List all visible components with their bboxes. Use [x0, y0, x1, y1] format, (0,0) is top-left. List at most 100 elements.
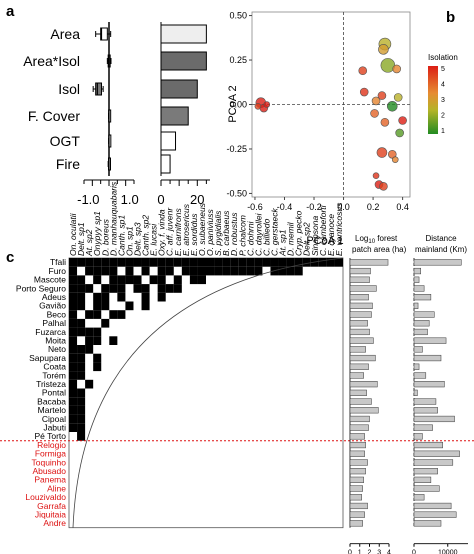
c-forest-bar	[349, 389, 367, 396]
c-forest-bar	[349, 441, 366, 449]
c-forest-bar	[349, 520, 363, 527]
c-species-label: D. boreus	[100, 218, 110, 256]
c-forest-bar	[349, 407, 379, 414]
c-species-label: S. pygidialis	[213, 210, 223, 256]
c-distance-bar	[413, 407, 438, 414]
c-species-label: E. sordidus	[189, 213, 199, 256]
a-importance-bar	[160, 24, 207, 44]
c-presence-cell	[77, 432, 86, 441]
b-legend-tick-label: 5	[441, 66, 445, 73]
c-species-label: E. cyanoce	[326, 214, 336, 256]
b-scatter-point	[372, 172, 380, 179]
c-forest-bar	[349, 302, 373, 309]
c-distance-bar	[413, 476, 432, 483]
c-species-label: D. memil	[286, 221, 296, 256]
c-presence-cell	[77, 292, 86, 302]
c-presence-cell	[109, 266, 118, 276]
c-presence-cell	[93, 362, 102, 372]
c-presence-cell	[85, 284, 94, 293]
c-site-label: Bacaba	[37, 396, 66, 406]
c-forest-bar	[349, 502, 368, 510]
c-presence-cell	[206, 258, 215, 267]
c-presence-cell	[77, 388, 86, 398]
c-site-label: Torém	[42, 370, 66, 380]
c-species-label: Canth. sp1	[116, 215, 126, 256]
c-presence-cell	[197, 275, 206, 285]
c-distance-bar	[413, 441, 443, 449]
c-presence-cell	[189, 258, 198, 267]
b-scatter-point	[391, 156, 399, 163]
c-presence-cell	[173, 258, 182, 267]
c-presence-cell	[117, 284, 126, 293]
b-x-tick-label: 0.4	[396, 202, 409, 212]
a-effect-tick-label: -1.0	[77, 192, 99, 207]
c-site-label: Moita	[45, 336, 66, 346]
c-presence-cell	[214, 258, 223, 267]
c-presence-cell	[93, 266, 102, 276]
c-presence-cell	[69, 318, 78, 328]
c-species-label: C. dohrni	[245, 220, 255, 256]
c-distance-bar	[413, 389, 418, 396]
c-forest-label-sub: 10	[368, 239, 375, 245]
c-presence-cell	[318, 258, 327, 267]
c-presence-cell	[69, 405, 78, 415]
c-presence-cell	[93, 301, 102, 311]
c-presence-cell	[69, 397, 78, 406]
c-presence-cell	[230, 258, 239, 267]
c-presence-cell	[101, 292, 110, 302]
c-presence-cell	[77, 275, 86, 285]
c-species-label: At. sp1	[278, 229, 288, 257]
c-species-label: Oxy. f. vinda	[157, 209, 167, 256]
c-distance-tick-label: 10000	[438, 550, 458, 554]
c-distance-bar	[413, 354, 442, 362]
c-species-label: C. cambeforti	[318, 204, 328, 256]
b-x-tick-label: 0.0	[337, 202, 350, 212]
c-presence-cell	[125, 301, 134, 311]
c-species-label: O. paniviuss	[205, 208, 215, 256]
b-y-axis-label: PCoA 2	[227, 85, 239, 122]
c-presence-cell	[93, 336, 102, 345]
c-presence-cell	[157, 266, 166, 276]
c-presence-cell	[69, 345, 78, 354]
c-site-label: Jabuti	[43, 423, 66, 433]
c-presence-cell	[214, 266, 223, 276]
c-presence-cell	[286, 266, 295, 276]
c-presence-cell	[238, 266, 247, 276]
c-forest-bar	[349, 485, 363, 492]
c-distance-bar	[413, 311, 435, 318]
b-scatter-point	[370, 109, 379, 118]
b-legend-title: Isolation	[428, 53, 458, 62]
c-site-label: Jiquitaia	[35, 510, 66, 520]
c-presence-cell	[77, 397, 86, 406]
c-species-label: Cryp. pecko	[294, 210, 304, 256]
c-distance-bar	[413, 415, 455, 423]
a-importance-tick-label: 20	[190, 192, 204, 207]
c-species-label: Sinapsona	[310, 216, 320, 256]
c-forest-bar	[349, 267, 371, 275]
c-species-label: E. lucasi	[149, 223, 159, 256]
c-distance-bar	[413, 398, 437, 405]
c-site-label: Tristeza	[36, 379, 66, 389]
c-presence-cell	[165, 258, 174, 267]
a-importance-tick-label: 0	[157, 192, 164, 207]
c-distance-bar	[413, 328, 428, 336]
c-presence-cell	[85, 345, 94, 354]
c-site-label: Cipoal	[42, 414, 66, 424]
c-site-label: Garrafa	[37, 501, 66, 511]
c-presence-cell	[141, 292, 150, 302]
c-distance-bar	[413, 294, 432, 301]
c-forest-bar	[349, 320, 368, 327]
c-distance-bar	[413, 511, 457, 518]
c-presence-cell	[69, 266, 78, 276]
c-presence-cell	[109, 284, 118, 293]
c-site-label: Gavião	[39, 301, 66, 311]
c-distance-bar	[413, 468, 438, 475]
c-distance-bar	[413, 346, 423, 353]
c-distance-bar	[413, 424, 433, 431]
b-scatter-point	[386, 100, 398, 112]
c-forest-bar	[349, 468, 366, 475]
c-presence-cell	[69, 353, 78, 363]
c-site-label: Mascote	[34, 275, 66, 285]
